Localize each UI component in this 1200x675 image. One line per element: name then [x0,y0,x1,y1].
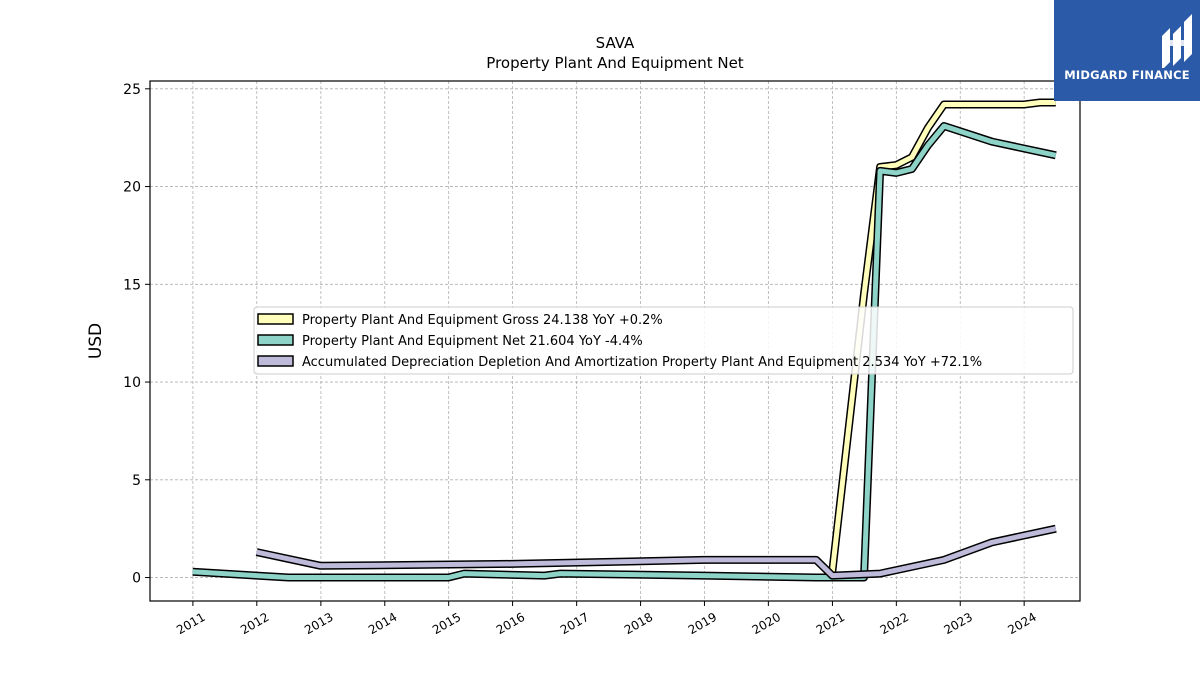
plot-frame [149,80,1081,602]
y-axis-label: USD [86,323,106,359]
legend-label: Property Plant And Equipment Gross 24.13… [302,313,663,328]
y-tick-label: 15 [123,277,141,293]
series-2 [192,122,1057,582]
brand-logo: MIDGARD FINANCE [1054,0,1200,101]
y-tick-label: 20 [123,180,141,196]
legend-item: Property Plant And Equipment Net 21.604 … [257,334,643,349]
y-tick-label: 25 [123,82,141,98]
legend-swatch [257,334,294,346]
legend-item: Accumulated Depreciation Depletion And A… [257,355,982,370]
legend-item: Property Plant And Equipment Gross 24.13… [257,313,663,328]
legend-label: Property Plant And Equipment Net 21.604 … [302,334,643,349]
legend-entries: Property Plant And Equipment Gross 24.13… [257,313,982,370]
logo-text: MIDGARD FINANCE [1064,68,1190,82]
logo-mark-icon [1162,14,1192,68]
legend-box [253,306,1074,375]
y-tick-label: 10 [123,375,141,391]
y-tick-label: 5 [132,473,141,489]
legend-swatch [257,355,294,367]
legend-swatch [257,313,294,325]
legend: Property Plant And Equipment Gross 24.13… [253,306,1074,375]
chart-subtitle: Property Plant And Equipment Net [486,54,743,72]
y-tick-label: 0 [132,571,141,587]
legend-label: Accumulated Depreciation Depletion And A… [302,355,982,370]
chart-title: SAVA [596,34,635,52]
series-layer [192,98,1057,582]
series-3 [255,524,1057,580]
